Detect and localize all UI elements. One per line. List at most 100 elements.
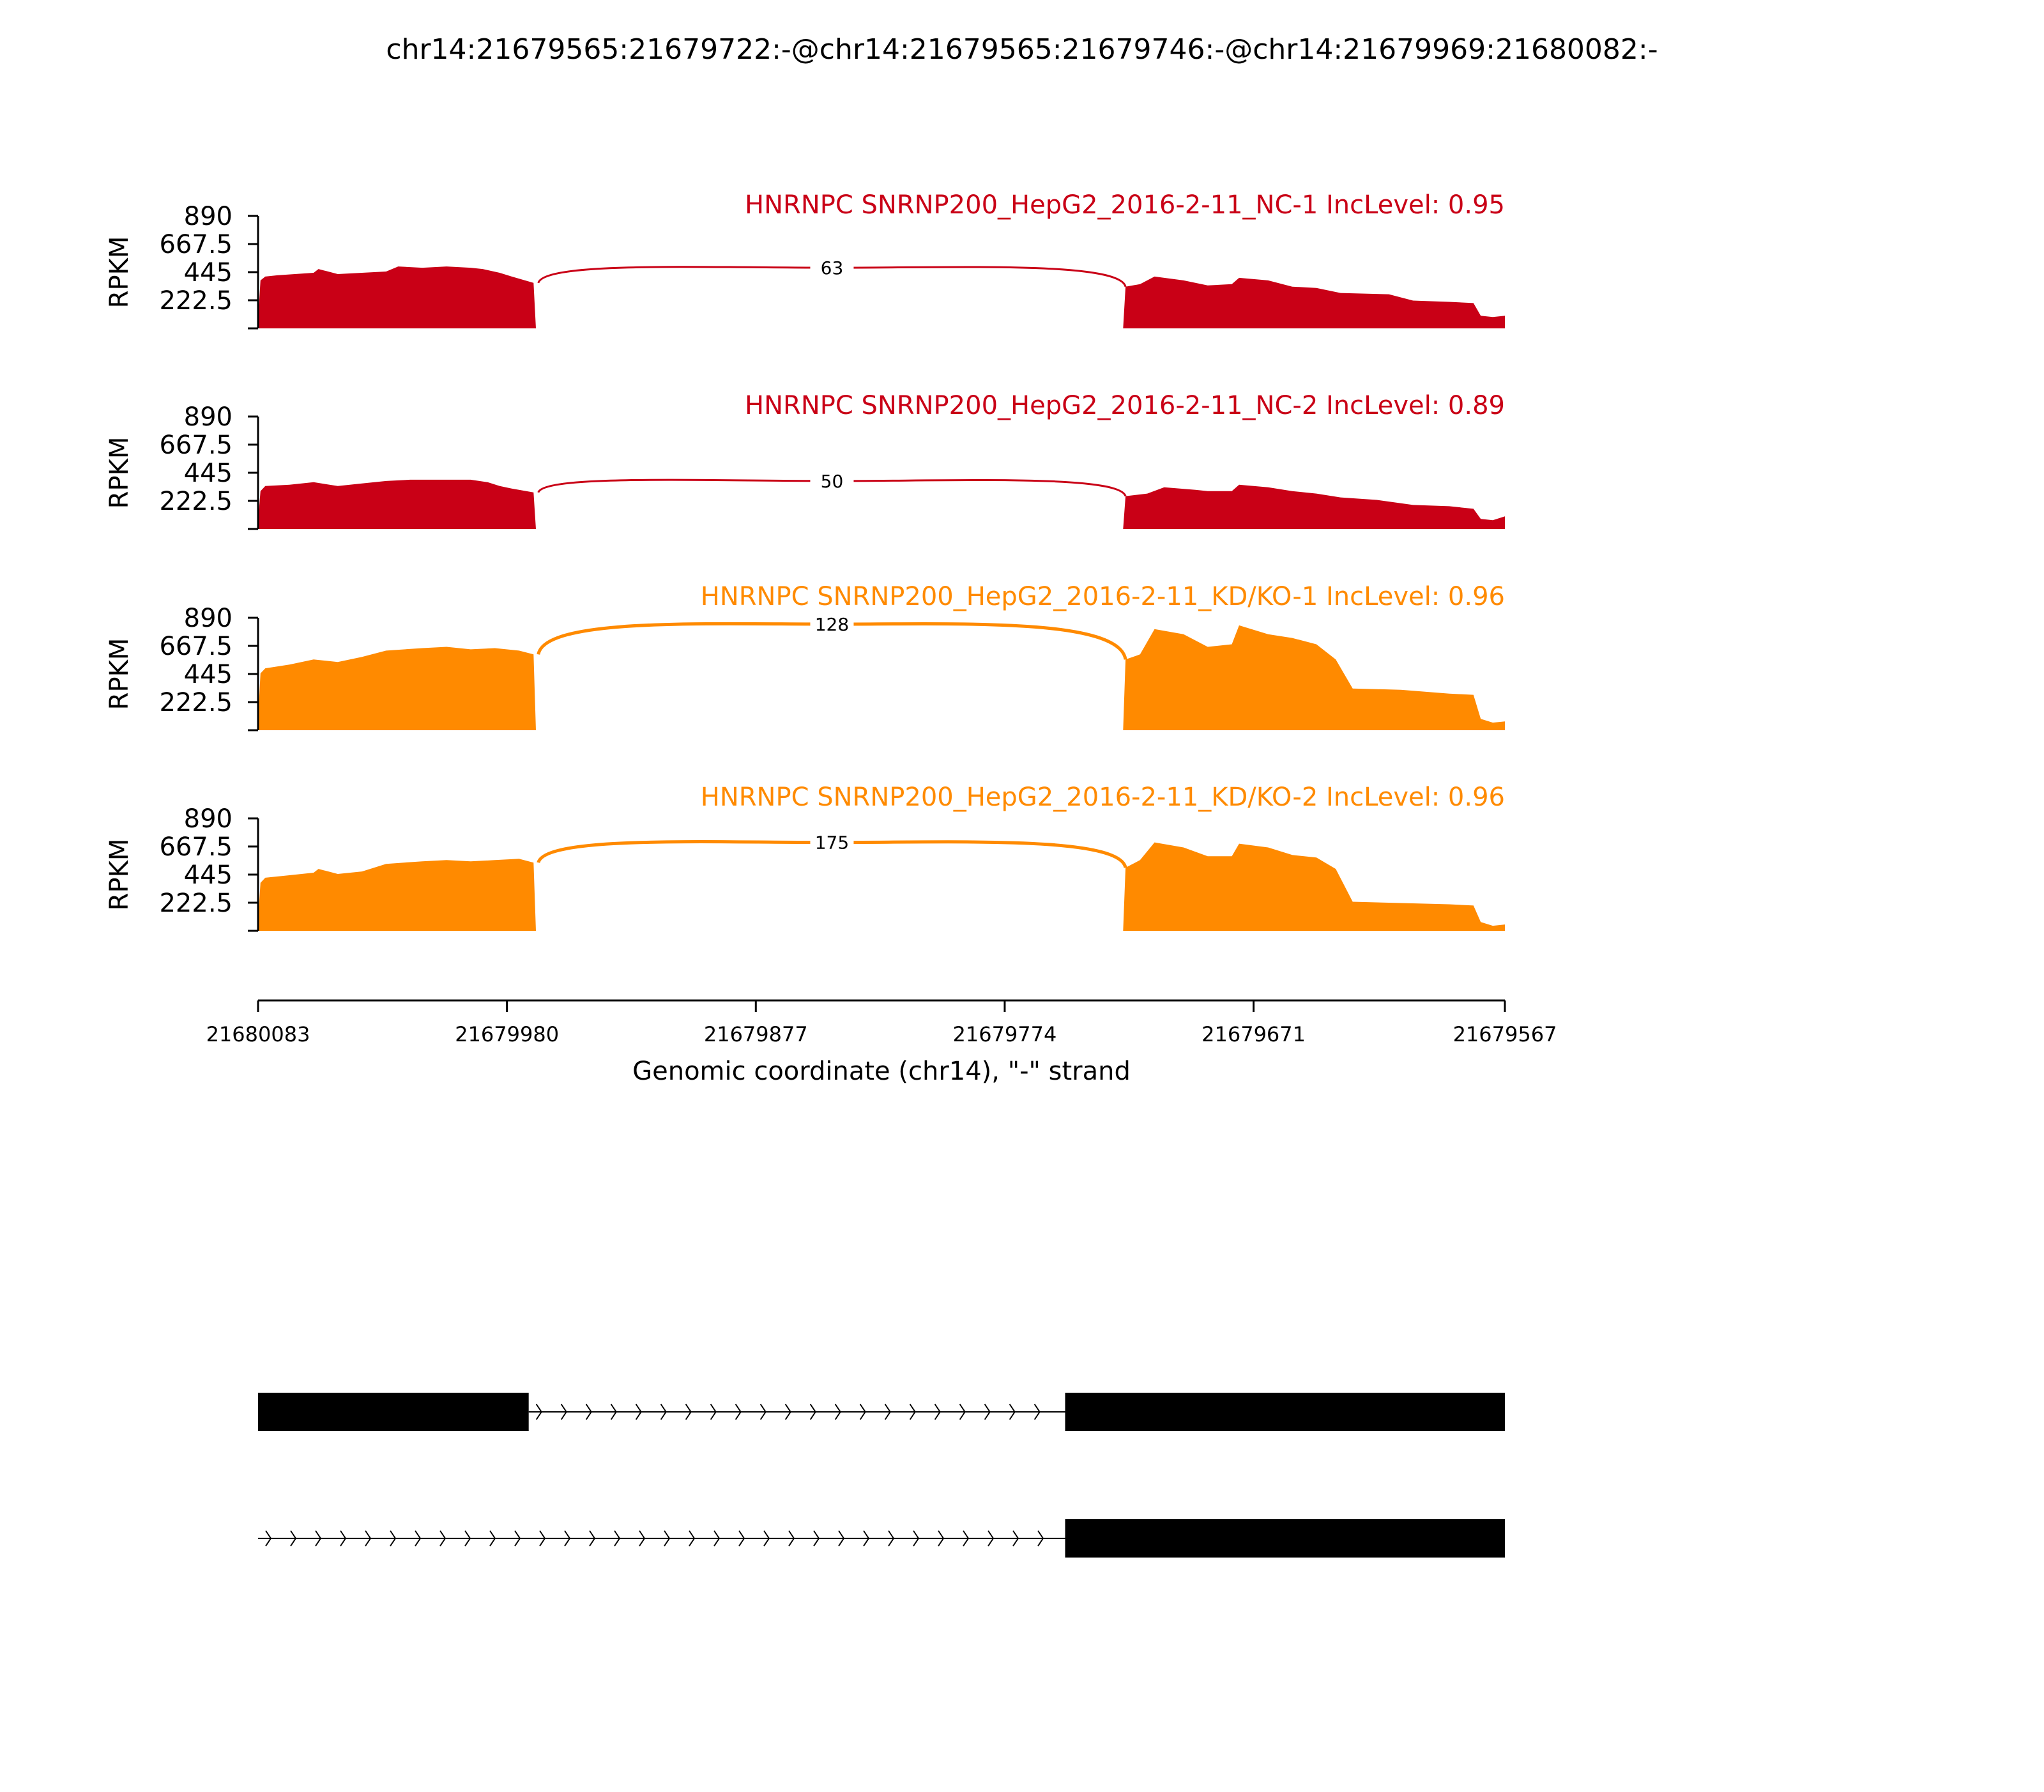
strand-arrow: [788, 1530, 795, 1547]
strand-arrow: [290, 1530, 297, 1547]
strand-arrow: [988, 1530, 995, 1547]
exon-block: [258, 1393, 529, 1431]
strand-arrow: [809, 1404, 816, 1420]
x-tick-label: 21679774: [952, 1022, 1056, 1046]
exon-block: [1065, 1519, 1505, 1558]
track-2: 50 HNRNPC SNRNP200_HepG2_2016-2-11_NC-2 I…: [105, 391, 1505, 530]
track-label: HNRNPC SNRNP200_HepG2_2016-2-11_KD/KO-2 …: [701, 783, 1505, 812]
strand-arrow: [365, 1530, 372, 1547]
strand-arrow: [938, 1530, 945, 1547]
y-tick-label: 890: [184, 804, 233, 834]
y-tick-label: 445: [184, 258, 233, 287]
y-tick-label: 667.5: [159, 230, 233, 259]
y-tick-label: 445: [184, 861, 233, 890]
strand-arrow: [784, 1404, 791, 1420]
strand-arrow: [888, 1530, 895, 1547]
coverage-area: [258, 842, 1505, 931]
junction-label-bg: [810, 257, 854, 279]
strand-arrow: [585, 1404, 592, 1420]
strand-arrow: [340, 1530, 347, 1547]
strand-arrow: [639, 1530, 646, 1547]
x-tick-label: 21679567: [1453, 1022, 1557, 1046]
coverage-area: [258, 266, 1505, 328]
strand-arrow: [265, 1530, 272, 1547]
strand-arrow: [539, 1530, 546, 1547]
y-tick-label: 222.5: [159, 286, 233, 316]
coverage-area: [258, 625, 1505, 730]
strand-arrow: [1037, 1530, 1044, 1547]
strand-arrow: [1012, 1530, 1019, 1547]
strand-arrow: [738, 1530, 745, 1547]
track-label: HNRNPC SNRNP200_HepG2_2016-2-11_NC-1 Inc…: [745, 190, 1505, 220]
y-tick-label: 667.5: [159, 431, 233, 460]
strand-arrow: [1009, 1404, 1016, 1420]
y-tick-label: 222.5: [159, 688, 233, 717]
track-1: 63 HNRNPC SNRNP200_HepG2_2016-2-11_NC-1 I…: [105, 190, 1505, 330]
strand-arrow: [934, 1404, 941, 1420]
coverage-tracks: 63 HNRNPC SNRNP200_HepG2_2016-2-11_NC-1 I…: [105, 190, 1505, 932]
strand-arrow: [834, 1404, 841, 1420]
junction-label-bg: [810, 470, 854, 491]
x-axis-label: Genomic coordinate (chr14), "-" strand: [632, 1057, 1131, 1086]
strand-arrow: [984, 1404, 991, 1420]
strand-arrow: [838, 1530, 845, 1547]
strand-arrow: [415, 1530, 422, 1547]
y-tick-label: 667.5: [159, 632, 233, 661]
y-axis-label: RPKM: [105, 437, 134, 509]
strand-arrow: [959, 1404, 966, 1420]
strand-arrow: [660, 1404, 667, 1420]
y-tick-label: 445: [184, 660, 233, 689]
y-tick-label: 445: [184, 459, 233, 488]
x-tick-label: 21679980: [455, 1022, 559, 1046]
track-3: 128 HNRNPC SNRNP200_HepG2_2016-2-11_KD/KO…: [105, 582, 1505, 731]
junction-label-bg: [810, 613, 854, 634]
strand-arrow: [1033, 1404, 1041, 1420]
x-tick-label: 21680083: [206, 1022, 310, 1046]
y-tick-label: 222.5: [159, 487, 233, 516]
y-tick-label: 222.5: [159, 889, 233, 918]
strand-arrow: [913, 1530, 920, 1547]
strand-arrow: [863, 1530, 870, 1547]
strand-arrow: [464, 1530, 471, 1547]
strand-arrow: [439, 1530, 446, 1547]
strand-arrow: [710, 1404, 717, 1420]
junction-count-label: 175: [815, 832, 849, 854]
y-tick-label: 667.5: [159, 832, 233, 862]
strand-arrow: [763, 1530, 770, 1547]
y-tick-label: 890: [184, 202, 233, 231]
y-tick-label: 890: [184, 402, 233, 432]
strand-arrow: [635, 1404, 642, 1420]
strand-arrow: [664, 1530, 671, 1547]
strand-arrow: [589, 1530, 596, 1547]
y-axis-label: RPKM: [105, 638, 134, 710]
strand-arrow: [813, 1530, 820, 1547]
strand-arrow: [560, 1404, 567, 1420]
strand-arrow: [859, 1404, 866, 1420]
y-axis-label: RPKM: [105, 236, 134, 309]
y-axis-label: RPKM: [105, 839, 134, 911]
strand-arrow: [735, 1404, 742, 1420]
track-4: 175 HNRNPC SNRNP200_HepG2_2016-2-11_KD/KO…: [105, 783, 1505, 932]
strand-arrow: [514, 1530, 521, 1547]
strand-arrow: [963, 1530, 970, 1547]
track-label: HNRNPC SNRNP200_HepG2_2016-2-11_KD/KO-1 …: [701, 582, 1505, 611]
strand-arrow: [489, 1530, 496, 1547]
strand-arrow: [535, 1404, 542, 1420]
strand-arrow: [685, 1404, 692, 1420]
strand-arrow: [689, 1530, 696, 1547]
junction-count-label: 50: [821, 471, 844, 492]
exon-block: [1065, 1393, 1505, 1431]
strand-arrow: [564, 1530, 571, 1547]
strand-arrow: [614, 1530, 621, 1547]
junction-count-label: 63: [821, 257, 844, 279]
chart-title: chr14:21679565:21679722:-@chr14:21679565…: [386, 33, 1658, 66]
track-label: HNRNPC SNRNP200_HepG2_2016-2-11_NC-2 Inc…: [745, 391, 1505, 420]
strand-arrow: [884, 1404, 891, 1420]
gene-model-2: [258, 1519, 1505, 1558]
x-axis: 21680083 21679980 21679877 21679774 21679671…: [206, 999, 1557, 1086]
strand-arrow: [610, 1404, 617, 1420]
junction-count-label: 128: [815, 614, 849, 635]
junction-label-bg: [810, 832, 854, 853]
strand-arrow: [909, 1404, 916, 1420]
